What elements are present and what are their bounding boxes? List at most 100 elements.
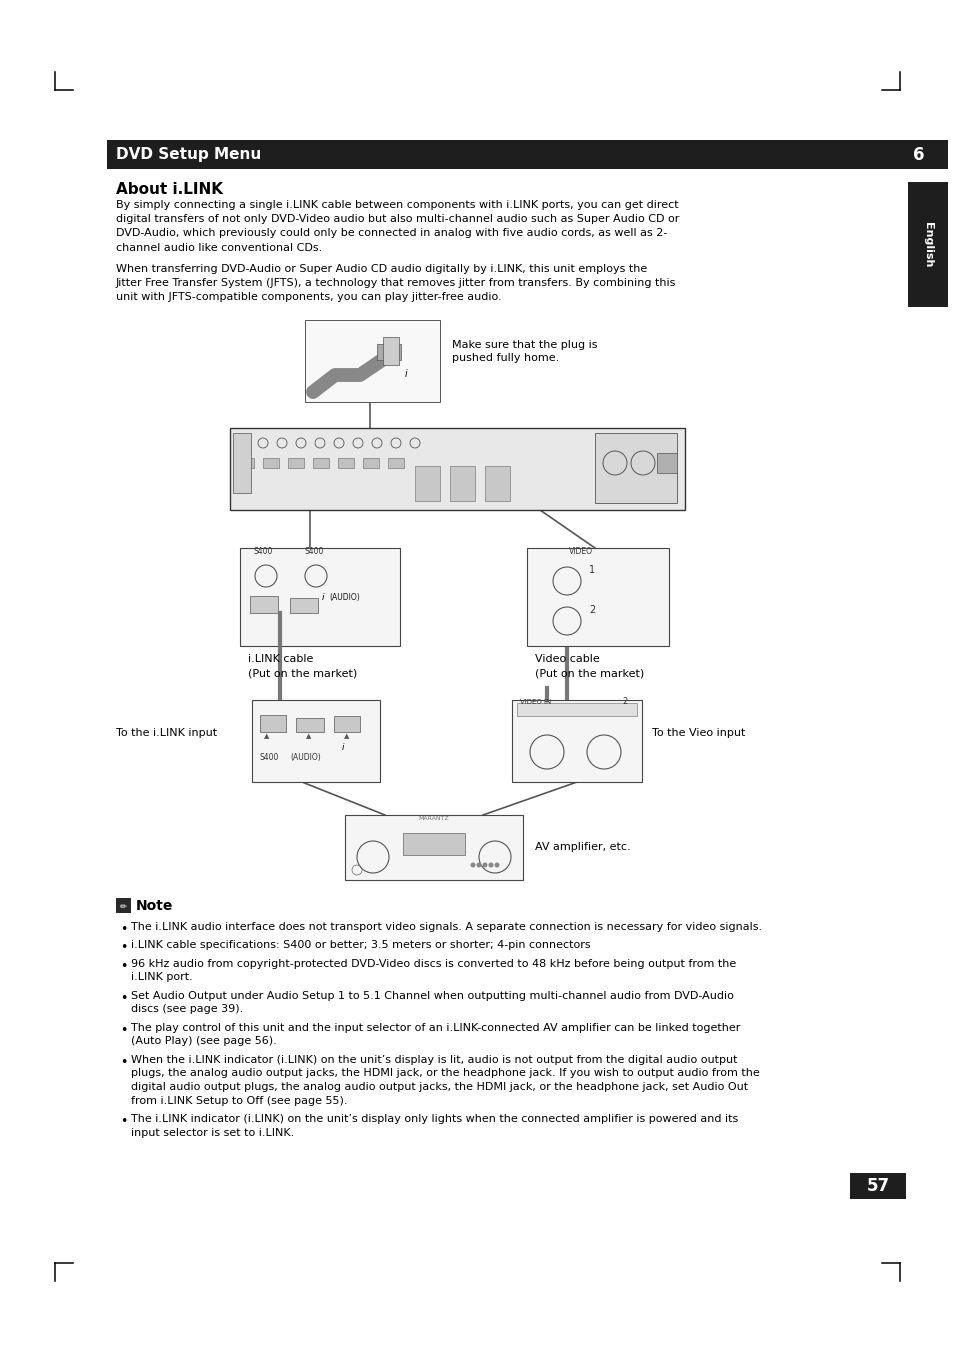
- Text: 2: 2: [588, 605, 595, 615]
- Bar: [484, 466, 510, 501]
- Circle shape: [488, 862, 493, 867]
- Text: •: •: [120, 1056, 128, 1069]
- Text: The i.LINK indicator (i.LINK) on the unit’s display only lights when the connect: The i.LINK indicator (i.LINK) on the uni…: [131, 1115, 738, 1124]
- Text: When transferring DVD-Audio or Super Audio CD audio digitally by i.LINK, this un: When transferring DVD-Audio or Super Aud…: [116, 263, 646, 274]
- Text: pushed fully home.: pushed fully home.: [452, 353, 558, 363]
- Bar: [517, 703, 637, 716]
- Bar: [334, 716, 359, 732]
- Text: 1: 1: [588, 565, 595, 576]
- Text: DVD-Audio, which previously could only be connected in analog with five audio co: DVD-Audio, which previously could only b…: [116, 228, 667, 238]
- Text: (Auto Play) (see page 56).: (Auto Play) (see page 56).: [131, 1036, 276, 1047]
- Bar: [116, 898, 131, 913]
- Text: VIDEO IN: VIDEO IN: [519, 698, 551, 705]
- Text: ▲: ▲: [306, 734, 312, 739]
- Bar: [345, 815, 522, 880]
- Text: The play control of this unit and the input selector of an i.LINK-connected AV a: The play control of this unit and the in…: [131, 1023, 740, 1034]
- Text: By simply connecting a single i.LINK cable between components with i.LINK ports,: By simply connecting a single i.LINK cab…: [116, 200, 678, 209]
- Circle shape: [476, 862, 481, 867]
- Text: S400: S400: [260, 753, 279, 762]
- Circle shape: [470, 862, 475, 867]
- Text: Set Audio Output under Audio Setup 1 to 5.1 Channel when outputting multi-channe: Set Audio Output under Audio Setup 1 to …: [131, 992, 733, 1001]
- Text: (AUDIO): (AUDIO): [290, 753, 320, 762]
- Text: 96 kHz audio from copyright-protected DVD-Video discs is converted to 48 kHz bef: 96 kHz audio from copyright-protected DV…: [131, 959, 736, 969]
- Text: Jitter Free Transfer System (JFTS), a technology that removes jitter from transf: Jitter Free Transfer System (JFTS), a te…: [116, 278, 676, 288]
- Bar: [526, 549, 668, 646]
- Text: 2: 2: [621, 697, 626, 707]
- Bar: [388, 458, 403, 467]
- Text: digital audio output plugs, the analog audio output jacks, the HDMI jack, or the: digital audio output plugs, the analog a…: [131, 1082, 747, 1092]
- Text: English: English: [923, 222, 932, 267]
- Bar: [907, 182, 947, 307]
- Bar: [107, 141, 890, 169]
- Text: To the i.LINK input: To the i.LINK input: [116, 728, 217, 738]
- Text: •: •: [120, 961, 128, 973]
- Bar: [415, 466, 439, 501]
- Text: •: •: [120, 923, 128, 936]
- Bar: [890, 141, 947, 169]
- Text: About i.LINK: About i.LINK: [116, 182, 223, 197]
- Text: (Put on the market): (Put on the market): [248, 667, 356, 678]
- Bar: [402, 834, 464, 855]
- Bar: [376, 345, 400, 359]
- Text: (AUDIO): (AUDIO): [329, 593, 359, 603]
- Bar: [230, 428, 684, 509]
- Bar: [313, 458, 329, 467]
- Text: S400: S400: [305, 547, 324, 557]
- Text: (Put on the market): (Put on the market): [535, 667, 643, 678]
- Text: i: i: [341, 743, 344, 753]
- Text: i: i: [405, 369, 407, 380]
- Circle shape: [494, 862, 499, 867]
- Bar: [305, 320, 439, 403]
- Text: discs (see page 39).: discs (see page 39).: [131, 1005, 243, 1015]
- Text: i: i: [322, 593, 324, 603]
- Text: VIDEO: VIDEO: [568, 547, 593, 557]
- Text: The i.LINK audio interface does not transport video signals. A separate connecti: The i.LINK audio interface does not tran…: [131, 921, 761, 932]
- Bar: [512, 700, 641, 782]
- Text: •: •: [120, 942, 128, 955]
- Text: unit with JFTS-compatible components, you can play jitter-free audio.: unit with JFTS-compatible components, yo…: [116, 292, 501, 303]
- Text: 57: 57: [865, 1177, 888, 1196]
- Text: input selector is set to i.LINK.: input selector is set to i.LINK.: [131, 1128, 294, 1138]
- Bar: [295, 717, 324, 732]
- Text: •: •: [120, 1024, 128, 1038]
- Text: ▲: ▲: [264, 734, 270, 739]
- Text: i.LINK port.: i.LINK port.: [131, 973, 193, 982]
- Bar: [337, 458, 354, 467]
- Text: S400: S400: [253, 547, 274, 557]
- Circle shape: [482, 862, 487, 867]
- Text: AV amplifier, etc.: AV amplifier, etc.: [535, 843, 630, 852]
- Text: DVD Setup Menu: DVD Setup Menu: [116, 147, 261, 162]
- Text: To the Vieo input: To the Vieo input: [651, 728, 744, 738]
- Text: digital transfers of not only DVD-Video audio but also multi-channel audio such : digital transfers of not only DVD-Video …: [116, 215, 679, 224]
- Bar: [849, 1173, 905, 1198]
- Bar: [237, 458, 253, 467]
- Text: •: •: [120, 1115, 128, 1128]
- Bar: [288, 458, 304, 467]
- Bar: [450, 466, 475, 501]
- Text: from i.LINK Setup to Off (see page 55).: from i.LINK Setup to Off (see page 55).: [131, 1096, 347, 1105]
- Text: Note: Note: [136, 898, 173, 912]
- Text: Video cable: Video cable: [535, 654, 599, 663]
- Bar: [657, 453, 677, 473]
- Bar: [233, 434, 251, 493]
- Text: •: •: [120, 992, 128, 1005]
- Bar: [252, 700, 379, 782]
- Bar: [263, 458, 278, 467]
- Text: channel audio like conventional CDs.: channel audio like conventional CDs.: [116, 243, 322, 253]
- Text: Make sure that the plug is: Make sure that the plug is: [452, 340, 597, 350]
- Bar: [250, 596, 277, 613]
- Bar: [260, 715, 286, 732]
- Text: plugs, the analog audio output jacks, the HDMI jack, or the headphone jack. If y: plugs, the analog audio output jacks, th…: [131, 1069, 759, 1078]
- Bar: [363, 458, 378, 467]
- Text: 6: 6: [912, 146, 923, 163]
- Text: i.LINK cable: i.LINK cable: [248, 654, 313, 663]
- Text: MARANTZ: MARANTZ: [418, 816, 449, 821]
- Bar: [290, 598, 317, 613]
- Text: ▲: ▲: [344, 734, 350, 739]
- Text: ✏: ✏: [120, 901, 127, 911]
- Bar: [382, 336, 398, 365]
- Bar: [595, 434, 677, 503]
- Text: i.LINK cable specifications: S400 or better; 3.5 meters or shorter; 4-pin connec: i.LINK cable specifications: S400 or bet…: [131, 940, 590, 951]
- Bar: [240, 549, 399, 646]
- Text: When the i.LINK indicator (i.LINK) on the unit’s display is lit, audio is not ou: When the i.LINK indicator (i.LINK) on th…: [131, 1055, 737, 1065]
